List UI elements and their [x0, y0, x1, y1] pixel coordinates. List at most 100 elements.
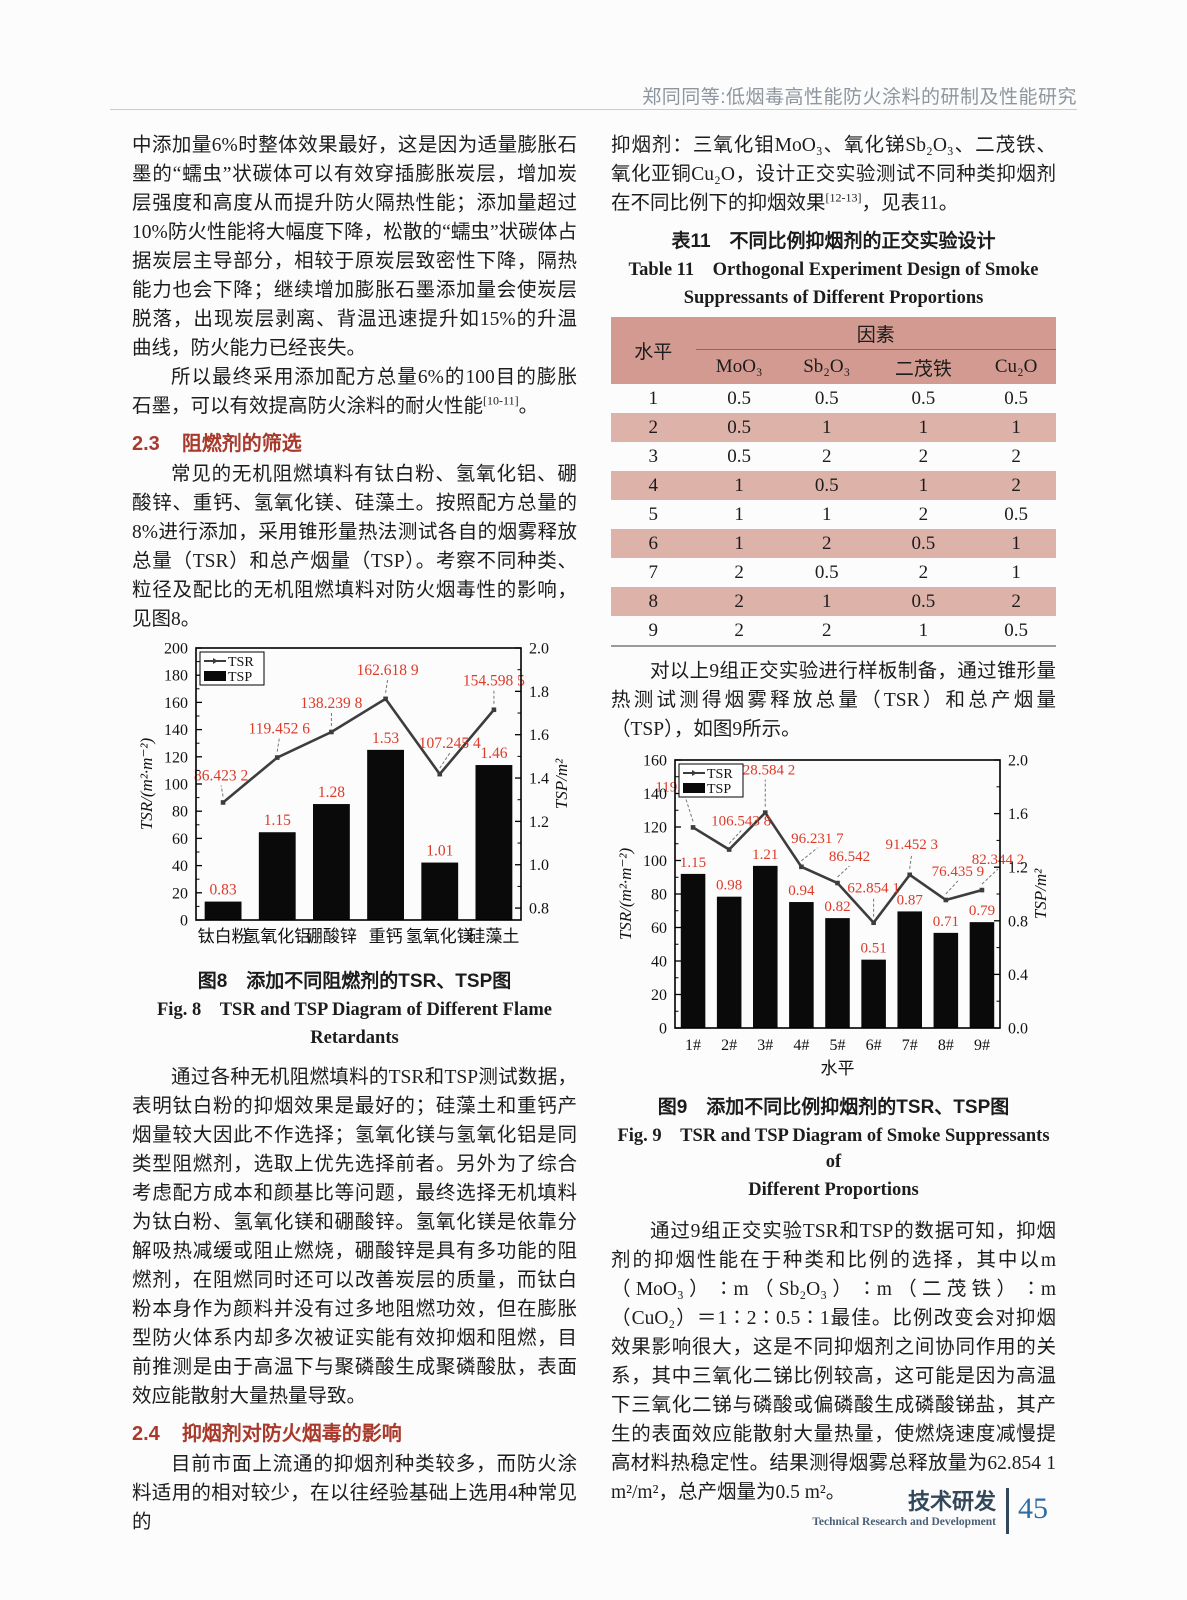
tsp-value-label: 0.83 — [210, 882, 237, 899]
table-cell: 0.5 — [727, 387, 752, 409]
paragraph-text: 所以最终采用添加配方总量6%的100目的膨胀石墨，可以有效提高防火涂料的耐火性能 — [132, 367, 577, 417]
paragraph: 所以最终采用添加配方总量6%的100目的膨胀石墨，可以有效提高防火涂料的耐火性能… — [132, 363, 577, 421]
legend-tsr: TSR — [707, 767, 733, 782]
table-cell: 2 — [821, 445, 832, 467]
running-head: 郑同同等:低烟毒高性能防火涂料的研制及性能研究 — [642, 87, 1077, 108]
left-axis-title: TSR/(m²·m⁻²) — [137, 737, 156, 830]
paragraph: 通过各种无机阻燃填料的TSR和TSP测试数据，表明钛白粉的抑烟效果是最好的；硅藻… — [132, 1067, 577, 1407]
tsr-marker — [835, 880, 840, 886]
right-tick-label: 2.0 — [1008, 753, 1028, 770]
tsr-value-label: 128.584 2 — [735, 763, 795, 779]
tsr-value-label: 106.543 8 — [711, 814, 771, 830]
left-tick-label: 120 — [643, 820, 667, 837]
tsr-value-label: 96.231 7 — [791, 831, 844, 847]
tsp-bar — [716, 896, 742, 1028]
table-cell: 2 — [976, 471, 1056, 500]
col-header-ferrocene: 二茂铁 — [870, 349, 977, 384]
tsr-value-label: 162.618 9 — [357, 662, 419, 679]
tsr-marker — [690, 825, 696, 830]
tsp-value-label: 0.98 — [716, 878, 742, 894]
table-cell: 2 — [695, 587, 783, 616]
tsr-value-label: 154.598 5 — [463, 673, 525, 690]
orthogonal-design-table: 水平 因素 MoO₃ Sb₂O₃ 二茂铁 Cu₂O 1 0.5 0.5 0.5 0.5 2… — [611, 317, 1056, 647]
label-leader — [981, 868, 999, 885]
category-label: 3# — [757, 1037, 773, 1054]
tsr-marker — [329, 729, 334, 735]
footer-section-cn: 技术研发 — [907, 1489, 996, 1514]
legend-tsr: TSR — [228, 655, 254, 670]
tsp-bar — [313, 804, 350, 920]
tsp-bar — [680, 873, 706, 1028]
table-cell: 4 — [611, 471, 696, 500]
right-tick-label: 1.2 — [529, 814, 549, 831]
table-cell: 1 — [782, 413, 871, 442]
label-leader — [276, 738, 280, 752]
col-header-sb2o3: Sb₂O₃ — [782, 349, 871, 384]
tsr-value-label: 86.423 2 — [194, 767, 248, 784]
table-row: 6 1 2 0.5 1 — [611, 529, 1056, 558]
table-cell: 0.5 — [1004, 387, 1028, 409]
label-leader — [385, 679, 389, 693]
table-cell: 1 — [648, 387, 659, 409]
table-cell: 1 — [695, 471, 783, 500]
tsp-value-label: 1.21 — [752, 847, 778, 863]
table-cell: 9 — [611, 616, 696, 647]
tsr-marker — [907, 872, 913, 878]
table-cell: 2 — [782, 616, 871, 647]
table-cell: 2 — [918, 503, 929, 525]
section-heading-2-3: 2.3 阻燃剂的筛选 — [132, 427, 577, 456]
category-label: 7# — [902, 1037, 918, 1054]
tsp-bar — [861, 959, 886, 1028]
right-tick-label: 2.0 — [529, 641, 549, 658]
paragraph-text: 。 — [518, 396, 539, 417]
left-tick-label: 80 — [651, 887, 667, 904]
label-leader — [220, 785, 224, 797]
table-cell: 2 — [918, 445, 929, 467]
label-leader — [684, 796, 694, 822]
table-row: 1 0.5 0.5 0.5 0.5 — [611, 384, 1056, 413]
table-cell: 2 — [976, 587, 1056, 616]
citation-ref: [12-13] — [825, 190, 862, 205]
col-header-factor: 因素 — [695, 317, 1056, 350]
x-axis-title: 水平 — [821, 1059, 855, 1078]
right-tick-label: 0.0 — [1008, 1021, 1028, 1038]
right-tick-label: 0.4 — [1008, 967, 1028, 984]
page-number: 45 — [1018, 1492, 1048, 1525]
category-label: 5# — [830, 1037, 846, 1054]
tsr-marker — [220, 800, 226, 805]
fig8-plot: 0.83 1.15 1.28 1.53 1.01 1.46 86.423 2 119.452 … — [137, 641, 571, 947]
tsr-marker — [383, 696, 388, 702]
table-cell: 1 — [1011, 561, 1021, 583]
tsp-bar — [789, 902, 814, 1028]
table-cell: 2 — [782, 529, 871, 558]
tsp-bar — [475, 765, 513, 920]
tsp-value-label: 1.46 — [480, 745, 507, 762]
left-tick-label: 40 — [651, 954, 667, 971]
label-leader — [728, 830, 742, 844]
footer-section: 技术研发 Technical Research and Development — [812, 1488, 996, 1530]
figure8-caption-en2: Retardants — [310, 1028, 399, 1048]
left-tick-label: 40 — [172, 858, 188, 875]
tsp-value-label: 1.15 — [264, 812, 291, 829]
right-tick-label: 0.8 — [1008, 913, 1028, 930]
category-label: 钛白粉 — [198, 927, 249, 946]
table-cell: 1 — [870, 413, 977, 442]
left-tick-label: 160 — [643, 753, 667, 770]
table-cell: 2 — [611, 413, 696, 442]
tsp-bar — [258, 832, 296, 920]
table-row: 2 0.5 1 1 1 — [611, 413, 1056, 442]
left-tick-label: 100 — [643, 853, 667, 870]
table-cell: 0.5 — [976, 616, 1056, 647]
table-cell: 0.5 — [870, 587, 977, 616]
section-title: 抑烟剂对防火烟毒的影响 — [181, 1423, 402, 1445]
table11-block: 表11 不同比例抑烟剂的正交实验设计 Table 11 Orthogonal E… — [611, 228, 1056, 647]
table-cell: 0.5 — [1004, 503, 1028, 525]
category-label: 4# — [793, 1037, 809, 1054]
table11-caption-en: Table 11 Orthogonal Experiment Design of… — [628, 260, 1039, 280]
footer-section-en: Technical Research and Development — [812, 1516, 996, 1528]
right-axis-title: TSP/m² — [552, 758, 571, 809]
figure9-caption-en2: Different Proportions — [748, 1180, 919, 1200]
right-tick-label: 1.4 — [529, 771, 549, 788]
category-label: 硼酸锌 — [306, 927, 357, 946]
paragraph-text: ，见表11。 — [861, 193, 959, 214]
